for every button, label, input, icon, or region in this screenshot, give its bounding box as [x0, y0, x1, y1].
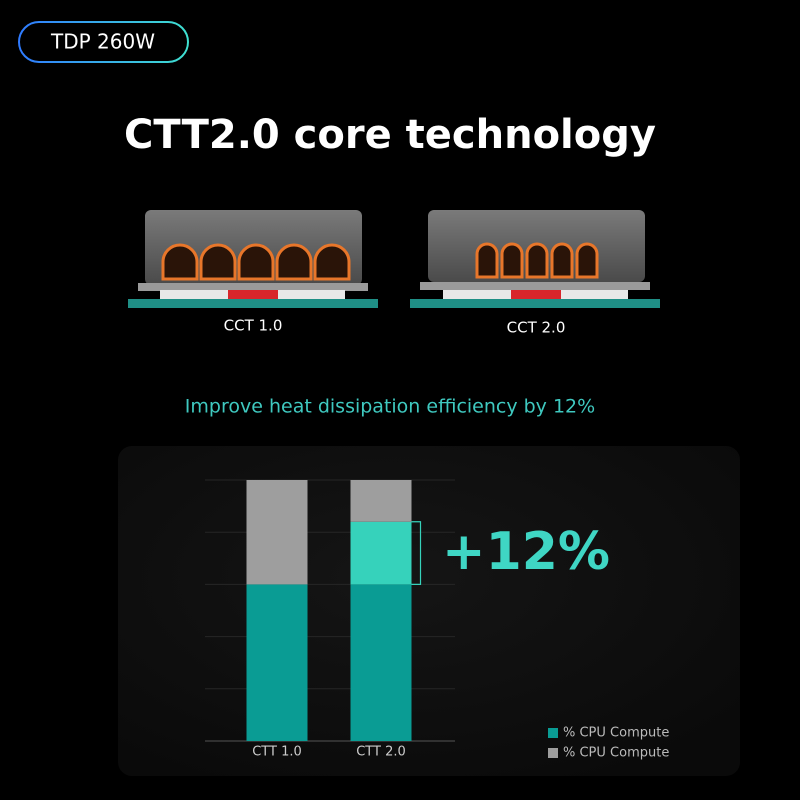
bracket	[411, 521, 422, 585]
title: CTT2.0 core technology	[124, 112, 656, 158]
legend-swatch	[548, 748, 558, 758]
badge: TDP 260W	[50, 30, 155, 54]
bar-segment	[246, 480, 308, 585]
annotation: +12%	[442, 522, 610, 582]
chart: CTT 1.0 CTT 2.0 +12% % CPU Compute % CPU Com…	[205, 479, 669, 761]
legend-swatch	[548, 728, 558, 738]
bar-segment	[350, 480, 412, 522]
bar-segment	[246, 584, 308, 741]
bar-segment	[350, 584, 412, 741]
bar-segment	[350, 521, 412, 585]
x-tick-label: CTT 1.0	[252, 745, 302, 760]
diagram-cct2	[410, 210, 660, 308]
diagram-label: CCT 1.0	[224, 317, 283, 335]
x-tick-label: CTT 2.0	[356, 745, 406, 760]
diagram-cct1	[128, 210, 378, 308]
diagram-label: CCT 2.0	[507, 319, 566, 337]
legend-label: % CPU Compute	[563, 746, 669, 761]
legend-label: % CPU Compute	[563, 726, 669, 741]
badge-frame	[18, 21, 189, 63]
subtitle: Improve heat dissipation efficiency by 1…	[185, 396, 595, 418]
